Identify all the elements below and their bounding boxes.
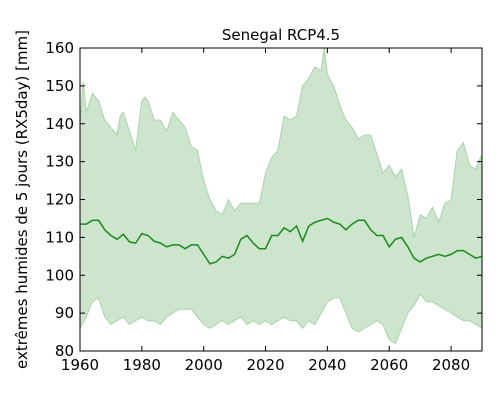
y-tick-label: 150 bbox=[45, 77, 74, 95]
y-axis-label: extrêmes humides de 5 jours (RX5day) [mm… bbox=[13, 30, 31, 369]
series-line bbox=[80, 217, 483, 265]
x-tick-label: 2080 bbox=[432, 356, 470, 374]
x-tick-label: 2020 bbox=[246, 356, 284, 374]
x-tick-label: 1960 bbox=[61, 356, 99, 374]
y-tick-label: 140 bbox=[45, 115, 74, 133]
y-tick-label: 120 bbox=[45, 191, 74, 209]
ticks: 1960 1980 2000 2020 2040 2060 2080 80 90 100 110 12… bbox=[45, 39, 482, 374]
plot-area bbox=[79, 47, 483, 345]
y-tick-label: 130 bbox=[45, 153, 74, 171]
y-tick-label: 110 bbox=[45, 228, 74, 246]
y-tick-label: 160 bbox=[45, 39, 74, 57]
y-tick-label: 100 bbox=[45, 266, 74, 284]
x-tick-label: 2040 bbox=[308, 356, 346, 374]
y-tick-label: 80 bbox=[55, 342, 74, 360]
uncertainty-band bbox=[79, 47, 483, 345]
chart-title: Senegal RCP4.5 bbox=[222, 26, 340, 44]
x-tick-label: 1980 bbox=[123, 356, 161, 374]
x-tick-label: 2060 bbox=[370, 356, 408, 374]
y-tick-label: 90 bbox=[55, 304, 74, 322]
x-tick-label: 2000 bbox=[185, 356, 223, 374]
